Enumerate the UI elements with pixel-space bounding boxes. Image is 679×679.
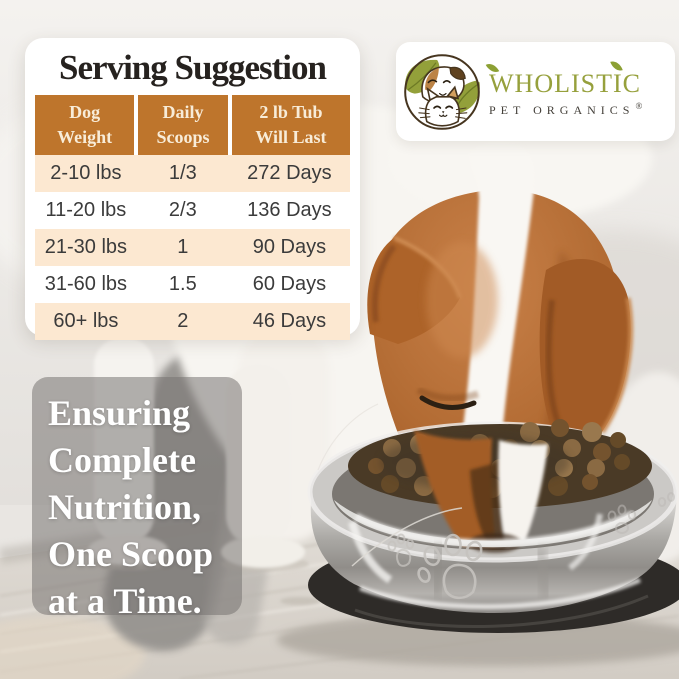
brand-text: WHOLISTIC PET ORGANICS®: [485, 58, 643, 117]
serving-table: Dog Weight Daily Scoops 2 lb Tub Will La…: [35, 95, 350, 340]
dog-eye: [416, 386, 480, 402]
whisker: [351, 507, 463, 567]
brand-name: WHOLISTIC: [485, 58, 642, 97]
table-header-daily-scoops: Daily Scoops: [138, 95, 228, 155]
brand-subtitle: PET ORGANICS®: [489, 101, 643, 117]
table-cell: 1.5: [168, 272, 197, 295]
tagline-line: Ensuring: [48, 393, 191, 433]
paw-print-emboss-icon: [417, 533, 483, 600]
tagline-line: One Scoop: [48, 534, 214, 574]
table-row: 31-60 lbs 1.5 60 Days: [35, 266, 350, 303]
table-cell: 11-20 lbs: [45, 198, 127, 221]
tagline-line: Complete: [48, 440, 196, 480]
table-header-dog-weight: Dog Weight: [35, 95, 135, 155]
dog-eye: [419, 395, 477, 410]
table-row: 21-30 lbs 1 90 Days: [35, 228, 350, 266]
table-cell: 2/3: [168, 198, 197, 221]
brand-logo-card: WHOLISTIC PET ORGANICS®: [396, 42, 675, 141]
table-cell: 31-60 lbs: [44, 272, 128, 295]
table-row: 60+ lbs 2 46 Days: [35, 302, 350, 340]
table-header-row: Dog Weight Daily Scoops 2 lb Tub Will La…: [35, 95, 350, 155]
dog-cat-leaves-emblem-icon: [404, 53, 480, 130]
serving-title: Serving Suggestion: [59, 48, 327, 87]
table-cell: 1: [177, 235, 189, 258]
table-cell: 136 Days: [247, 198, 332, 221]
whisker: [317, 403, 379, 471]
table-cell: 60+ lbs: [53, 309, 119, 332]
tagline-line: Nutrition,: [48, 487, 201, 527]
registered-mark: ®: [635, 101, 643, 111]
paw-print-emboss-icon: [387, 533, 415, 567]
table-row: 11-20 lbs 2/3 136 Days: [35, 192, 350, 229]
table-cell: 21-30 lbs: [44, 235, 128, 258]
dog-muzzle: [414, 430, 548, 553]
paw-print-emboss-icon: [607, 492, 675, 534]
tagline-line: at a Time.: [48, 581, 202, 621]
table-cell: 272 Days: [247, 161, 332, 184]
table-cell: 2: [177, 309, 189, 332]
bowl-front: [317, 403, 675, 610]
table-cell: 90 Days: [252, 235, 327, 258]
table-row: 2-10 lbs 1/3 272 Days: [35, 154, 350, 192]
tagline-overlay: Ensuring Complete Nutrition, One Scoop a…: [32, 377, 242, 621]
table-cell: 1/3: [168, 161, 197, 184]
table-cell: 2-10 lbs: [50, 161, 122, 184]
table-cell: 60 Days: [252, 272, 327, 295]
serving-suggestion-card: Serving Suggestion Dog Weight Daily Scoo…: [25, 38, 360, 340]
table-cell: 46 Days: [252, 309, 327, 332]
table-header-tub-will-last: 2 lb Tub Will Last: [231, 95, 350, 155]
